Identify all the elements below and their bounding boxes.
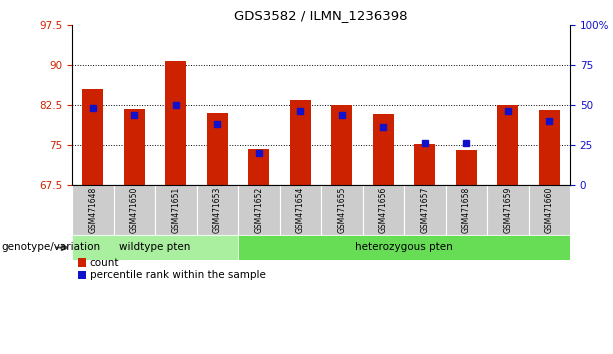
Bar bbox=[414, 144, 435, 185]
Bar bbox=[155, 185, 197, 235]
Bar bbox=[207, 113, 227, 185]
Bar bbox=[166, 61, 186, 185]
Text: GSM471654: GSM471654 bbox=[295, 187, 305, 233]
Text: GSM471653: GSM471653 bbox=[213, 187, 222, 233]
Text: GSM471660: GSM471660 bbox=[545, 187, 554, 233]
Bar bbox=[280, 185, 321, 235]
Text: GSM471657: GSM471657 bbox=[421, 187, 429, 233]
Text: genotype/variation: genotype/variation bbox=[1, 242, 101, 252]
Bar bbox=[362, 185, 404, 235]
Text: GSM471656: GSM471656 bbox=[379, 187, 388, 233]
Title: GDS3582 / ILMN_1236398: GDS3582 / ILMN_1236398 bbox=[234, 10, 408, 22]
Text: GSM471655: GSM471655 bbox=[337, 187, 346, 233]
Text: heterozygous pten: heterozygous pten bbox=[355, 242, 453, 252]
Bar bbox=[539, 110, 560, 185]
Bar bbox=[72, 235, 238, 260]
Bar bbox=[72, 185, 113, 235]
Text: percentile rank within the sample: percentile rank within the sample bbox=[89, 270, 265, 280]
Text: wildtype pten: wildtype pten bbox=[120, 242, 191, 252]
Bar bbox=[238, 185, 280, 235]
Bar bbox=[82, 89, 103, 185]
Bar bbox=[404, 185, 446, 235]
Bar bbox=[238, 235, 570, 260]
Bar bbox=[487, 185, 528, 235]
Text: GSM471659: GSM471659 bbox=[503, 187, 512, 233]
Text: count: count bbox=[89, 258, 120, 268]
Bar bbox=[290, 100, 311, 185]
Text: GSM471648: GSM471648 bbox=[88, 187, 97, 233]
Bar bbox=[332, 105, 352, 185]
Text: GSM471650: GSM471650 bbox=[130, 187, 139, 233]
Bar bbox=[248, 149, 269, 185]
Text: GSM471652: GSM471652 bbox=[254, 187, 263, 233]
Bar bbox=[197, 185, 238, 235]
Bar bbox=[321, 185, 362, 235]
Bar bbox=[528, 185, 570, 235]
Bar bbox=[113, 185, 155, 235]
Bar bbox=[456, 150, 477, 185]
Bar bbox=[124, 109, 145, 185]
Bar bbox=[373, 114, 394, 185]
Text: GSM471658: GSM471658 bbox=[462, 187, 471, 233]
Bar bbox=[446, 185, 487, 235]
Text: GSM471651: GSM471651 bbox=[171, 187, 180, 233]
Bar bbox=[497, 105, 518, 185]
